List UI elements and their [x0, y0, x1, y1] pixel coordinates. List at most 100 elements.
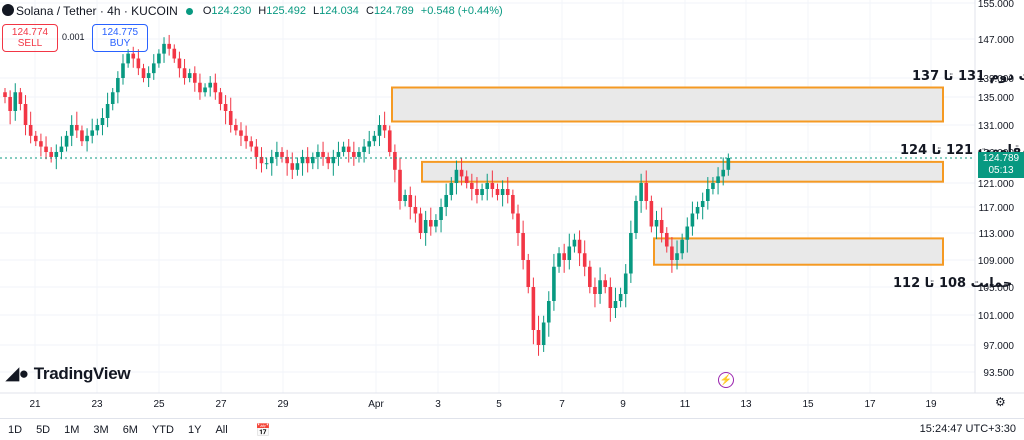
candle-body: [721, 169, 725, 177]
candle-body: [321, 152, 325, 157]
candle-body: [264, 163, 269, 165]
candle-body: [80, 130, 84, 142]
lightning-icon[interactable]: ⚡: [718, 372, 734, 388]
timeframe-3m[interactable]: 3M: [93, 423, 109, 436]
candle-body: [423, 220, 428, 233]
candle-body: [567, 246, 572, 260]
candle-body: [552, 266, 556, 301]
price-tick-label: 135.000: [978, 93, 1015, 104]
timeframe-1y[interactable]: 1Y: [187, 423, 202, 436]
candle-body: [618, 294, 623, 301]
candle-body: [75, 125, 79, 131]
candle-body: [121, 63, 125, 78]
time-tick-label: 17: [864, 399, 876, 410]
sell-label: SELL: [17, 38, 43, 49]
candle-body: [695, 207, 700, 214]
candle-body: [280, 152, 284, 157]
candle-body: [285, 156, 289, 164]
candle-body: [387, 130, 392, 152]
utc-clock[interactable]: 15:24:47 UTC+3:30: [919, 423, 1016, 435]
buy-price: 124.775: [101, 27, 139, 38]
candle-body: [690, 213, 695, 227]
timeframe-5d[interactable]: 5D: [36, 423, 51, 436]
candle-body: [326, 156, 330, 164]
price-tick-label: 121.000: [978, 179, 1015, 190]
candle-body: [444, 195, 448, 207]
candle-body: [398, 169, 402, 201]
candle-body: [295, 163, 300, 170]
timeframe-all[interactable]: All: [215, 423, 228, 436]
candle-body: [593, 287, 597, 294]
candle-body: [316, 152, 320, 157]
candle-body: [603, 280, 608, 287]
candle-body: [623, 273, 628, 294]
candle-body: [490, 183, 495, 189]
candle-body: [203, 87, 207, 93]
low-value: 124.034: [319, 5, 359, 17]
candle-body: [311, 156, 315, 164]
candle-body: [418, 213, 423, 233]
candle-body: [157, 53, 161, 64]
candle-body: [572, 239, 577, 247]
candle-body: [49, 152, 53, 157]
candle-body: [146, 73, 151, 78]
candle-body: [536, 330, 541, 345]
sell-button[interactable]: 124.774 SELL: [2, 24, 58, 52]
candle-body: [239, 130, 243, 136]
candle-body: [716, 176, 720, 183]
candle-body: [526, 260, 531, 287]
timeframe-1d[interactable]: 1D: [8, 423, 23, 436]
change-value: +0.548 (+0.44%): [420, 5, 503, 17]
chart-grid: [0, 0, 975, 393]
calendar-range-icon[interactable]: 📅: [255, 422, 271, 437]
spread-value: 0.001: [62, 32, 85, 42]
candle-body: [167, 43, 171, 49]
candle-body: [136, 58, 141, 69]
candle-body: [69, 125, 74, 136]
brand-name: TradingView: [33, 364, 131, 383]
price-chart[interactable]: 93.500 97.000 101.000 105.000 109.000 113.000…: [0, 0, 1024, 418]
candle-body: [408, 195, 413, 207]
time-tick-label: 9: [620, 399, 626, 410]
candle-body: [459, 169, 464, 177]
candle-body: [131, 53, 136, 59]
candle-body: [675, 253, 679, 260]
settings-gear-icon[interactable]: ⚙: [995, 395, 1006, 409]
price-tick-label: 113.000: [979, 229, 1015, 240]
candle-body: [644, 183, 649, 201]
candle-body: [434, 220, 438, 227]
solana-logo-icon: [2, 4, 14, 16]
price-tick-label: 131.000: [978, 121, 1015, 132]
timeframe-6m[interactable]: 6M: [122, 423, 138, 436]
candle-body: [588, 266, 592, 287]
time-tick-label: 13: [740, 399, 752, 410]
candle-body: [726, 157, 731, 170]
price-tick-label: 147.000: [978, 35, 1015, 46]
candle-body: [639, 183, 643, 201]
candle-body: [234, 125, 238, 131]
candle-body: [300, 156, 305, 164]
price-tick-label: 101.000: [978, 311, 1015, 322]
candle-body: [403, 195, 407, 201]
timeframe-ytd[interactable]: YTD: [151, 423, 174, 436]
candle-body: [634, 201, 638, 233]
time-tick-label: 5: [496, 399, 502, 410]
candle-body: [454, 169, 459, 183]
candle-body: [362, 146, 366, 152]
candle-body: [244, 135, 248, 142]
high-value: 125.492: [266, 5, 306, 17]
buy-button[interactable]: 124.775 BUY: [92, 24, 148, 52]
symbol-title[interactable]: Solana / Tether · 4h · KUCOIN: [16, 4, 178, 18]
candle-body: [470, 183, 474, 189]
tradingview-logo[interactable]: ◢● TradingView: [6, 364, 131, 384]
price-tick-label: 109.000: [978, 256, 1015, 267]
candle-body: [541, 322, 546, 345]
candle-body: [182, 68, 187, 78]
candle-body: [546, 301, 551, 323]
close-value: 124.789: [373, 5, 414, 17]
open-key: O: [202, 5, 212, 17]
timeframe-1m[interactable]: 1M: [64, 423, 80, 436]
candle-body: [8, 97, 12, 111]
price-zone-box: [391, 86, 944, 123]
candle-body: [100, 118, 105, 125]
